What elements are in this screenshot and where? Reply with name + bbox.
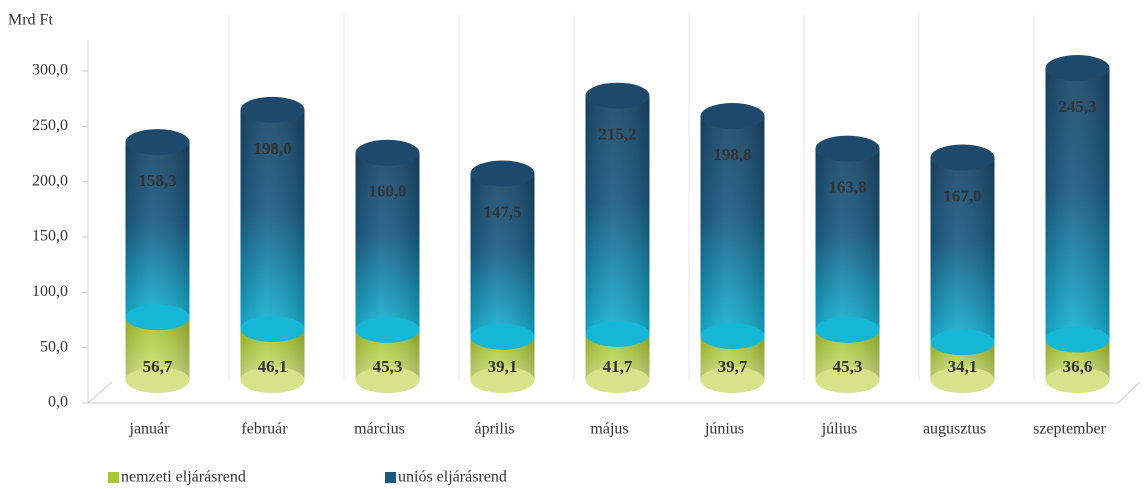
bar-shade (355, 152, 420, 330)
data-label: 160,0 (368, 182, 406, 201)
x-tick-label: január (129, 421, 171, 438)
bar-shade (815, 148, 880, 330)
y-tick-label: 100,0 (32, 283, 68, 300)
bar-shade (930, 157, 995, 343)
bar-top (125, 129, 190, 156)
legend-label: nemzeti eljárásrend (121, 469, 246, 486)
bar-shade (700, 116, 765, 337)
bar-bottom (700, 367, 765, 393)
legend-swatch (108, 472, 119, 483)
bar-top (815, 135, 880, 162)
bar-bottom (240, 315, 305, 342)
y-tick-label: 300,0 (32, 62, 68, 79)
bar-shade (1045, 68, 1110, 340)
bar-top (585, 82, 650, 109)
y-axis-label: Mrd Ft (8, 12, 53, 29)
data-label: 167,0 (943, 186, 981, 205)
bar-bottom (125, 367, 190, 393)
x-tick-label: szeptember (1033, 421, 1107, 438)
x-tick-label: június (704, 421, 744, 438)
y-tick-label: 150,0 (32, 228, 68, 245)
data-label: 198,8 (713, 145, 751, 164)
axis-line (87, 381, 113, 404)
bar-bottom (125, 304, 190, 331)
bar-bottom (1045, 326, 1110, 353)
data-label: 45,3 (833, 357, 863, 376)
bar-bottom (240, 367, 305, 393)
data-label: 36,6 (1063, 357, 1093, 376)
bar-bottom (470, 367, 535, 393)
bar-bottom (470, 323, 535, 350)
bar-top (240, 96, 305, 123)
bar-bottom (585, 320, 650, 347)
bar-top (470, 160, 535, 187)
bar-shade (125, 142, 190, 318)
data-label: 41,7 (603, 357, 633, 376)
data-label: 158,3 (138, 171, 176, 190)
data-label: 46,1 (258, 357, 288, 376)
x-tick-label: május (590, 421, 628, 438)
bar-shade (240, 109, 305, 329)
bar-bottom (585, 367, 650, 393)
bar-top (355, 139, 420, 166)
bar-bottom (355, 316, 420, 343)
data-label: 163,8 (828, 178, 866, 197)
data-label: 39,1 (488, 357, 518, 376)
legend-label: uniós eljárásrend (398, 469, 507, 486)
bar-shade (470, 173, 535, 337)
bar-bottom (355, 367, 420, 393)
bar-bottom (930, 367, 995, 393)
bar-top (930, 144, 995, 171)
y-tick-label: 200,0 (32, 172, 68, 189)
y-tick-label: 0,0 (48, 394, 68, 411)
x-tick-label: július (821, 421, 858, 438)
bar-top (1045, 55, 1110, 82)
bar-top (700, 103, 765, 130)
data-label: 39,7 (718, 357, 748, 376)
x-tick-label: április (475, 421, 515, 438)
data-label: 45,3 (373, 357, 403, 376)
x-tick-label: augusztus (923, 421, 986, 438)
data-label: 147,5 (483, 202, 521, 221)
data-label: 245,3 (1058, 97, 1096, 116)
data-label: 215,2 (598, 125, 636, 144)
x-tick-label: március (354, 421, 405, 438)
bar-bottom (815, 316, 880, 343)
bar-bottom (700, 323, 765, 350)
y-tick-label: 50,0 (40, 338, 68, 355)
legend-swatch (385, 472, 396, 483)
bar-bottom (1045, 367, 1110, 393)
bar-bottom (930, 329, 995, 356)
data-label: 34,1 (948, 357, 978, 376)
axis-line (1117, 381, 1141, 404)
data-label: 56,7 (143, 357, 173, 376)
x-tick-label: február (241, 421, 288, 438)
bar-bottom (815, 367, 880, 393)
bar-shade (585, 95, 650, 334)
data-label: 198,0 (253, 139, 291, 158)
y-tick-label: 250,0 (32, 117, 68, 134)
